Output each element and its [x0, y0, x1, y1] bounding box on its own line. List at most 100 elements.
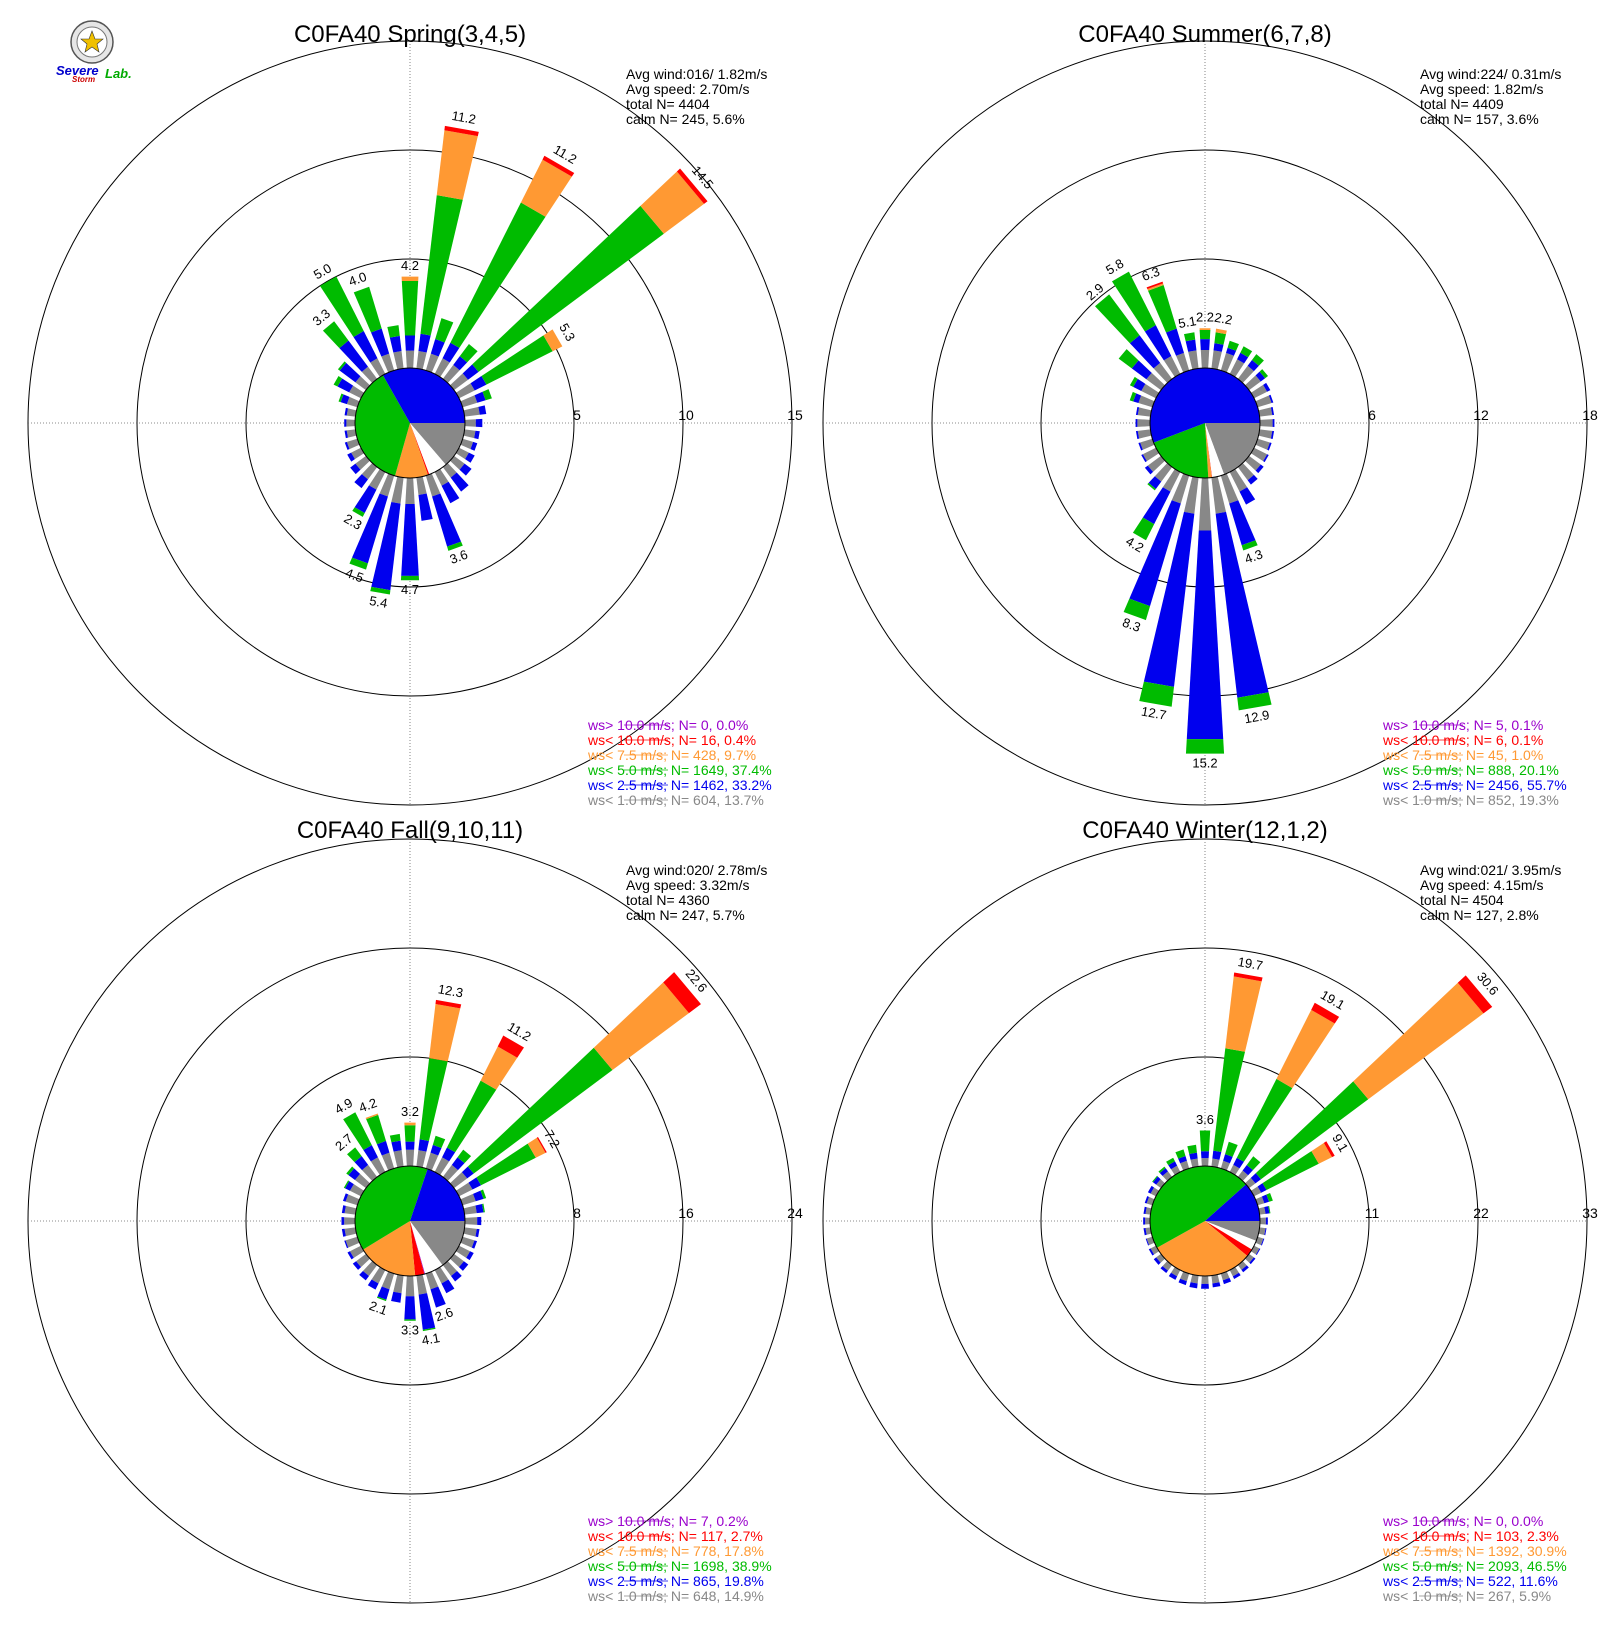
bar-segment-green	[1214, 332, 1227, 345]
bar-segment-orange	[527, 1137, 546, 1158]
bar-segment-grey	[369, 468, 386, 490]
bar-segment-grey	[1201, 1275, 1209, 1284]
bar-segment-blue	[344, 407, 348, 416]
bar-segment-blue	[1135, 430, 1140, 439]
bar-segment-grey	[1220, 1160, 1230, 1171]
direction-bar	[425, 1271, 446, 1308]
legend-entry: ws< 10.0 m/s; N= 16, 0.4%	[587, 732, 756, 748]
direction-bar	[344, 429, 357, 439]
bar-segment-blue	[1263, 382, 1271, 392]
bar-segment-blue	[1145, 1238, 1150, 1246]
bar-segment-grey	[405, 1275, 415, 1297]
stats-line: Avg wind:021/ 3.95m/s	[1420, 862, 1561, 878]
direction-bar	[455, 329, 563, 399]
legend-entry: ws< 2.5 m/s; N= 522, 11.6%	[1382, 1573, 1558, 1589]
bar-segment-grey	[463, 406, 480, 417]
bar-segment-grey	[1258, 407, 1273, 417]
bar-segment-blue	[347, 1251, 354, 1260]
bar-segment-grey	[1153, 362, 1173, 383]
bar-value-label: 9.1	[1329, 1131, 1351, 1154]
bar-segment-blue	[344, 441, 350, 450]
bar-segment-green	[459, 343, 478, 363]
bar-value-label: 4.1	[421, 1330, 441, 1348]
bar-segment-blue	[418, 1293, 436, 1330]
direction-bar	[1245, 369, 1269, 391]
bar-segment-red	[1311, 1002, 1340, 1024]
bar-segment-grey	[346, 419, 356, 427]
bar-segment-grey	[425, 1271, 439, 1290]
bar-segment-green	[482, 389, 492, 401]
bar-segment-green	[422, 1327, 436, 1332]
bar-segment-grey	[1137, 419, 1151, 427]
direction-bar	[442, 1261, 462, 1282]
bar-value-label: 19.7	[1237, 954, 1265, 973]
direction-bar	[425, 1135, 446, 1171]
bar-segment-blue	[370, 328, 390, 357]
bar-value-label: 3.6	[448, 547, 470, 567]
bar-segment-grey	[393, 1274, 404, 1294]
bar-segment-orange	[1225, 976, 1262, 1052]
direction-bar	[442, 1149, 472, 1181]
bar-segment-blue	[1250, 1173, 1262, 1184]
direction-bar	[342, 1193, 360, 1206]
bar-segment-red	[1457, 975, 1493, 1014]
bar-segment-green	[343, 1112, 372, 1150]
ring-tick-label: 5	[573, 407, 581, 423]
bar-segment-grey	[450, 1172, 468, 1189]
bar-segment-grey	[1258, 429, 1273, 439]
direction-bar	[1175, 1149, 1190, 1171]
bar-value-label: 5.4	[368, 593, 388, 611]
bar-segment-grey	[1211, 476, 1227, 514]
direction-bar	[455, 447, 475, 463]
bar-segment-grey	[379, 473, 395, 497]
bar-segment-blue	[1270, 430, 1275, 439]
bar-segment-blue	[475, 1228, 480, 1238]
bar-segment-grey	[464, 1217, 478, 1225]
bar-segment-green	[389, 1133, 401, 1143]
bar-value-label: 3.2	[401, 1104, 419, 1119]
bar-segment-blue	[441, 481, 460, 504]
legend-entry: ws< 2.5 m/s; N= 865, 19.8%	[587, 1573, 764, 1589]
bar-segment-grey	[442, 364, 460, 383]
bar-segment-blue	[1138, 442, 1143, 451]
direction-bar	[400, 477, 420, 581]
ring-tick-label: 24	[787, 1205, 803, 1221]
bar-value-label: 4.3	[1243, 546, 1265, 566]
bar-segment-green	[322, 321, 349, 349]
bar-segment-green	[1187, 1144, 1197, 1154]
bar-value-label: 12.9	[1243, 707, 1271, 726]
direction-bar	[1245, 975, 1493, 1189]
windrose-panel: 8 16 2412.311.222.67.23.24.24.92.72.13.34.…	[27, 817, 803, 1604]
bar-segment-grey	[405, 477, 415, 505]
ring-tick-label: 15	[787, 407, 803, 423]
pie-slice	[1156, 1221, 1248, 1276]
bar-value-label: 5.1	[1177, 313, 1197, 331]
bar-segment-grey	[1190, 1274, 1199, 1284]
bar-segment-green	[482, 1203, 485, 1213]
bar-segment-blue	[354, 1156, 369, 1171]
bar-segment-grey	[460, 1193, 476, 1206]
direction-bar	[1237, 354, 1264, 383]
bar-segment-grey	[354, 1173, 370, 1189]
direction-bar	[343, 1180, 365, 1197]
bar-segment-green	[1175, 1149, 1186, 1159]
direction-bar	[359, 1261, 378, 1281]
bar-segment-grey	[1176, 352, 1190, 373]
bar-segment-blue	[340, 394, 350, 405]
direction-bar	[450, 1253, 469, 1271]
bar-segment-green	[1095, 294, 1140, 344]
bar-segment-green	[1199, 1130, 1211, 1152]
bar-segment-green	[472, 205, 664, 372]
bar-segment-grey	[463, 1205, 477, 1215]
bar-segment-grey	[1259, 419, 1273, 427]
bar-value-label: 4.0	[347, 269, 369, 289]
bar-segment-orange	[436, 130, 478, 200]
bar-segment-green	[1251, 354, 1264, 366]
direction-bar	[460, 438, 478, 451]
pie-slice	[410, 423, 446, 475]
direction-bar	[464, 1216, 482, 1226]
bar-segment-blue	[1160, 1266, 1168, 1274]
direction-bar	[450, 168, 708, 391]
stats-line: total N= 4404	[626, 96, 710, 112]
bar-segment-grey	[460, 395, 478, 408]
